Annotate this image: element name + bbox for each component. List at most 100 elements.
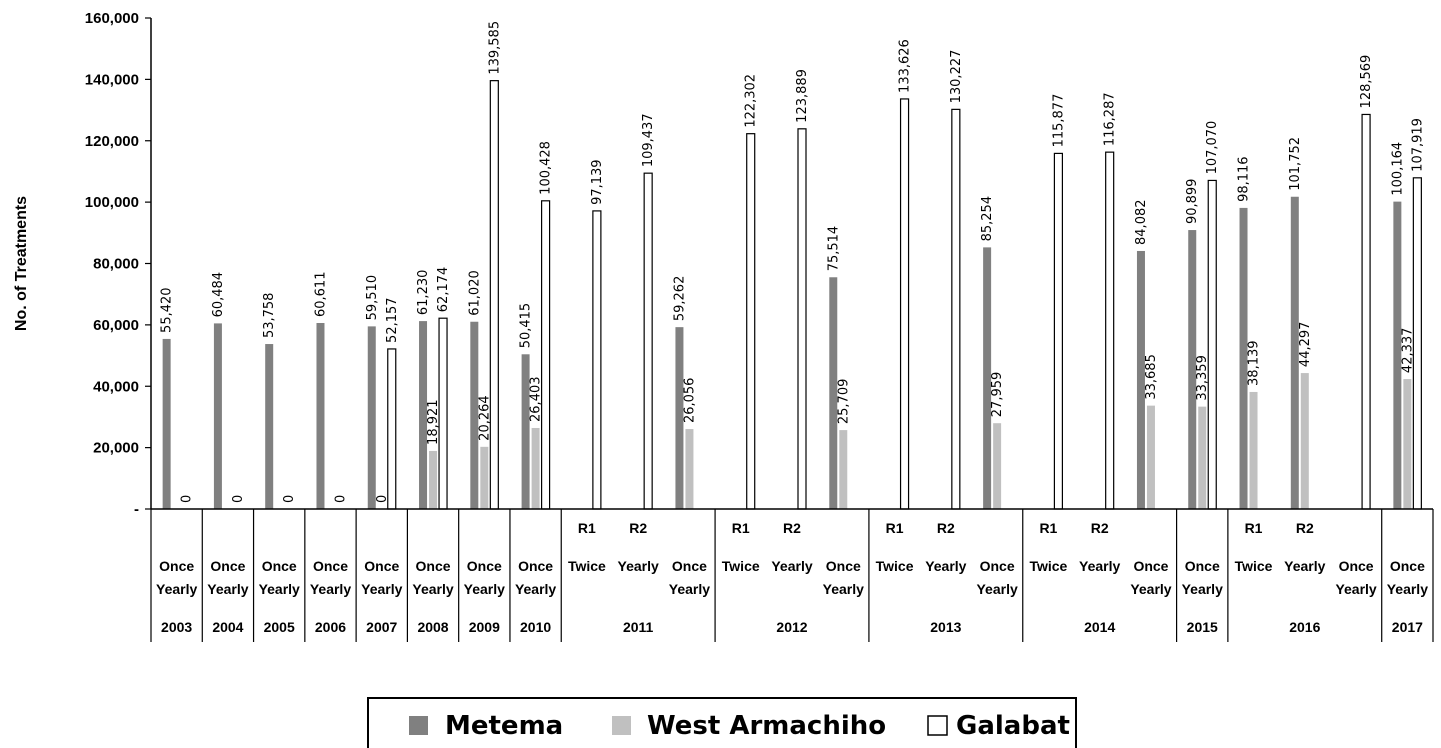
y-tick-label: 20,000: [93, 440, 139, 457]
bar-west-armachiho: [1198, 406, 1207, 509]
x-frequency-label: Twice: [722, 558, 760, 574]
data-label: 61,020: [467, 270, 482, 316]
bar-metema: [265, 344, 274, 509]
data-label: 61,230: [416, 270, 431, 316]
data-labels: 55,420 0 60,484 0 53,758 0 60,611 0 59,510 0 52,15…: [160, 21, 1426, 503]
x-round-label: R2: [629, 520, 647, 536]
x-frequency-label: Yearly: [1130, 581, 1171, 597]
bar-metema: [213, 323, 222, 509]
bar-galabat: [1361, 113, 1371, 510]
data-label: 107,919: [1410, 118, 1425, 172]
data-label: 75,514: [826, 226, 841, 272]
x-year-label: 2003: [161, 619, 192, 635]
x-frequency-label: Twice: [1029, 558, 1067, 574]
y-tick-label: 60,000: [93, 317, 139, 334]
data-label: 20,264: [477, 395, 492, 441]
legend-label: Galabat: [956, 711, 1070, 741]
x-round-label: R2: [1296, 520, 1314, 536]
data-label: 60,484: [211, 272, 226, 317]
y-axis: - 20,000 40,000 60,000 80,000 100,000 120,000 1…: [13, 10, 152, 518]
bar-metema: [1188, 230, 1197, 509]
bar-galabat: [489, 80, 499, 510]
x-frequency-label: Once: [364, 558, 399, 574]
x-frequency-label: Yearly: [823, 581, 864, 597]
bar-galabat: [899, 98, 910, 510]
bar-metema: [470, 321, 479, 509]
bar-metema: [675, 327, 684, 509]
bar-west-armachiho: [839, 430, 848, 509]
x-frequency-label: Once: [313, 558, 348, 574]
x-round-label: R1: [886, 520, 904, 536]
x-year-label: 2006: [315, 619, 346, 635]
x-round-label: R2: [1091, 520, 1109, 536]
bar-metema: [1136, 250, 1145, 509]
x-year-label: 2005: [264, 619, 295, 635]
x-frequency-label: Yearly: [669, 581, 710, 597]
x-year-label: 2011: [623, 619, 654, 635]
data-label: 123,889: [795, 69, 810, 123]
legend-label: West Armachiho: [647, 711, 886, 741]
x-frequency-label: Yearly: [464, 581, 505, 597]
bar-metema: [316, 323, 325, 509]
data-label: 101,752: [1288, 137, 1303, 191]
data-label: 59,510: [365, 275, 380, 321]
legend: Metema West Armachiho Galabat: [367, 697, 1077, 748]
x-frequency-label: Once: [1185, 558, 1220, 574]
data-label: 133,626: [898, 39, 913, 93]
x-frequency-label: Yearly: [618, 558, 659, 574]
y-tick-label: -: [134, 501, 139, 518]
x-axis-categories: 2003 2004 2005 2006 2007 2008 2009 2010 2011 2012…: [150, 508, 1434, 642]
x-frequency-label: Once: [672, 558, 707, 574]
data-label: 115,877: [1051, 94, 1066, 148]
data-label: 59,262: [672, 276, 687, 322]
x-round-label: R1: [1245, 520, 1263, 536]
x-frequency-label: Yearly: [515, 581, 556, 597]
bar-west-armachiho: [531, 427, 540, 509]
y-tick-label: 100,000: [85, 194, 139, 211]
x-frequency-label: Once: [210, 558, 245, 574]
x-frequency-label: Twice: [1235, 558, 1273, 574]
data-label: 33,685: [1144, 354, 1159, 400]
data-label: 84,082: [1134, 199, 1149, 245]
x-frequency-label: Once: [1339, 558, 1374, 574]
legend-swatch: [612, 716, 631, 735]
x-frequency-label: Yearly: [310, 581, 351, 597]
legend-box: [367, 697, 1077, 748]
data-label: 33,359: [1195, 355, 1210, 401]
x-frequency-label: Once: [518, 558, 553, 574]
y-tick-label: 120,000: [85, 133, 139, 150]
x-year-label: 2012: [776, 619, 807, 635]
bar-galabat: [1053, 152, 1064, 510]
y-axis-title: No. of Treatments: [13, 196, 30, 331]
bar-metema: [1239, 207, 1248, 509]
data-label: 0: [180, 495, 195, 503]
bar-metema: [1393, 201, 1402, 510]
x-frequency-label: Yearly: [1182, 581, 1223, 597]
bar-galabat: [1207, 179, 1217, 510]
bar-metema: [983, 247, 992, 510]
x-round-label: R1: [1039, 520, 1057, 536]
data-label: 128,569: [1359, 55, 1374, 109]
x-frequency-label: Once: [416, 558, 451, 574]
bar-west-armachiho: [685, 429, 694, 509]
bar-west-armachiho: [1300, 373, 1309, 509]
y-tick-label: 160,000: [85, 10, 139, 27]
data-label: 0: [231, 495, 246, 503]
bar-galabat: [540, 200, 551, 510]
x-frequency-label: Yearly: [1387, 581, 1428, 597]
x-year-label: 2010: [520, 619, 551, 635]
data-label: 60,611: [313, 272, 328, 318]
bars: [162, 80, 1422, 510]
data-label: 90,899: [1185, 179, 1200, 225]
x-frequency-label: Yearly: [361, 581, 402, 597]
x-frequency-label: Yearly: [207, 581, 248, 597]
data-label: 0: [375, 495, 390, 503]
bar-galabat: [1105, 151, 1115, 510]
y-tick-label: 140,000: [85, 71, 139, 88]
data-label: 25,709: [836, 379, 851, 425]
x-frequency-label: Once: [1133, 558, 1168, 574]
x-frequency-label: Once: [262, 558, 297, 574]
x-frequency-label: Yearly: [412, 581, 453, 597]
bar-west-armachiho: [1249, 391, 1258, 509]
x-year-label: 2013: [930, 619, 961, 635]
